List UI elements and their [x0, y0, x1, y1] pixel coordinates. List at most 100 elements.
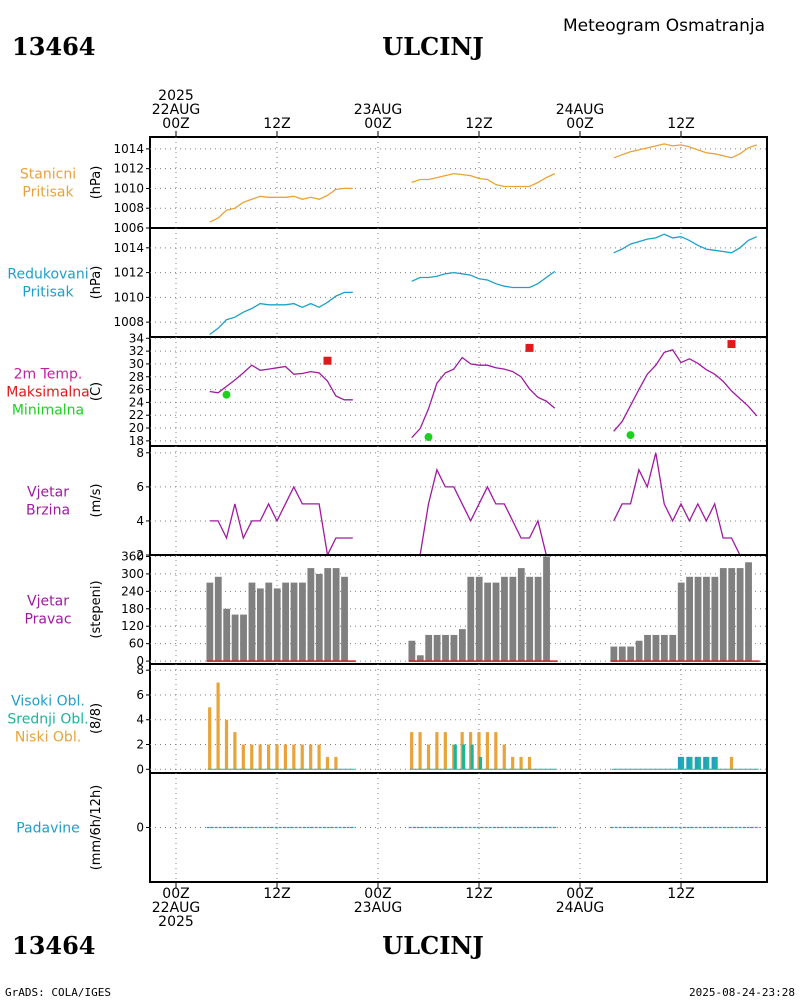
direction-bar [492, 582, 500, 662]
legend-label: Visoki Obl. [11, 694, 85, 710]
direction-bar [231, 614, 239, 662]
direction-bar [719, 568, 727, 662]
cloud-bar [511, 756, 515, 770]
cloud-bar [283, 744, 288, 770]
legend-label: Srednji Obl. [7, 712, 88, 728]
y-axis-label: (8/8) [89, 703, 104, 734]
legend-label: Maksimalna [6, 385, 90, 401]
y-tick-label: 2 [136, 738, 144, 752]
direction-bar [517, 568, 525, 662]
time-label: 12Z [263, 886, 290, 902]
direction-bar [458, 629, 466, 662]
direction-bar [509, 576, 517, 662]
marker-min [424, 433, 433, 442]
panel-content [209, 452, 741, 554]
direction-bar [728, 568, 736, 662]
panel-content [209, 143, 758, 223]
y-tick-label: 8 [136, 446, 144, 460]
time-label: 00Z [162, 116, 189, 132]
series-line [209, 485, 353, 554]
y-tick-label: 28 [129, 370, 144, 384]
direction-bar [307, 568, 315, 662]
cloud-bar [494, 732, 498, 770]
direction-bar [214, 576, 222, 662]
direction-bar [299, 582, 306, 662]
cloud-bar [462, 744, 466, 770]
cloud-bar [694, 756, 698, 770]
cloud-bar [689, 756, 693, 770]
series-line [613, 233, 758, 254]
direction-bar [475, 576, 483, 662]
y-axis-label: (hPa) [89, 266, 104, 300]
y-tick-label: 34 [129, 331, 144, 345]
cloud-bar [426, 744, 431, 770]
direction-bar [273, 588, 281, 662]
direction-bar [669, 634, 677, 662]
y-tick-label: 1012 [113, 162, 144, 176]
cloud-bar [478, 756, 483, 770]
y-tick-label: 2 [136, 548, 144, 562]
direction-bar [442, 634, 449, 662]
direction-bar [341, 576, 348, 662]
direction-bar [652, 634, 660, 662]
cloud-bar [697, 756, 701, 770]
cloud-bar [325, 756, 330, 770]
direction-bar [635, 640, 643, 662]
direction-bar [610, 646, 618, 662]
cloud-bar [208, 707, 212, 770]
direction-bar [450, 634, 458, 662]
cloud-bar [453, 744, 457, 770]
time-label: 12Z [667, 886, 694, 902]
time-label: 00Z [566, 116, 593, 132]
direction-bar [256, 588, 264, 662]
direction-bar [686, 576, 694, 662]
marker-max [323, 356, 332, 365]
generated-timestamp: 2025-08-24-23:28 [689, 986, 795, 999]
panel-precipitation: 0 (mm/6h/12h) Padavine [16, 772, 768, 883]
marker-max [727, 340, 736, 349]
direction-bar [703, 576, 710, 662]
legend-label: Pravac [24, 612, 71, 628]
time-label: 23AUG [354, 102, 403, 118]
time-label: 2025 [158, 88, 194, 104]
direction-bar [660, 634, 668, 662]
station-id-top: 13464 [12, 32, 96, 61]
cloud-bar [470, 744, 474, 770]
time-label: 00Z [566, 886, 593, 902]
series-line [613, 349, 758, 432]
series-line [411, 270, 556, 289]
direction-bar [694, 576, 702, 662]
y-tick-label: 6 [136, 688, 144, 702]
direction-bar [433, 634, 441, 662]
direction-bar [416, 655, 424, 662]
direction-bar [408, 640, 416, 662]
direction-bar [223, 608, 231, 662]
time-label: 12Z [465, 116, 492, 132]
cloud-bar [292, 744, 296, 770]
time-label: 00Z [162, 886, 189, 902]
cloud-bar [477, 732, 481, 770]
direction-bar [332, 568, 340, 662]
direction-bar [618, 646, 626, 662]
cloud-bar [711, 756, 715, 770]
y-tick-label: 22 [129, 408, 144, 422]
y-tick-label: 60 [129, 637, 144, 651]
y-tick-label: 20 [129, 421, 144, 435]
direction-bar [484, 582, 492, 662]
direction-bar [290, 582, 298, 662]
cloud-bar [300, 744, 304, 770]
panel-content [206, 556, 760, 662]
direction-bar [282, 582, 290, 662]
y-tick-label: 4 [136, 514, 144, 528]
series-line [411, 172, 556, 188]
panel-wind_direction: 0 60 120 180 240 300 360 (stepeni) Vjetar Pravac [24, 549, 768, 668]
meteogram-subtitle: Meteogram Osmatranja [563, 16, 765, 36]
legend-label: 2m Temp. [14, 367, 83, 383]
y-tick-label: 30 [129, 357, 144, 371]
time-label: 23AUG [354, 900, 403, 916]
direction-bar [240, 614, 247, 662]
direction-bar [324, 568, 332, 662]
y-tick-label: 8 [136, 663, 144, 677]
direction-bar [248, 582, 256, 662]
